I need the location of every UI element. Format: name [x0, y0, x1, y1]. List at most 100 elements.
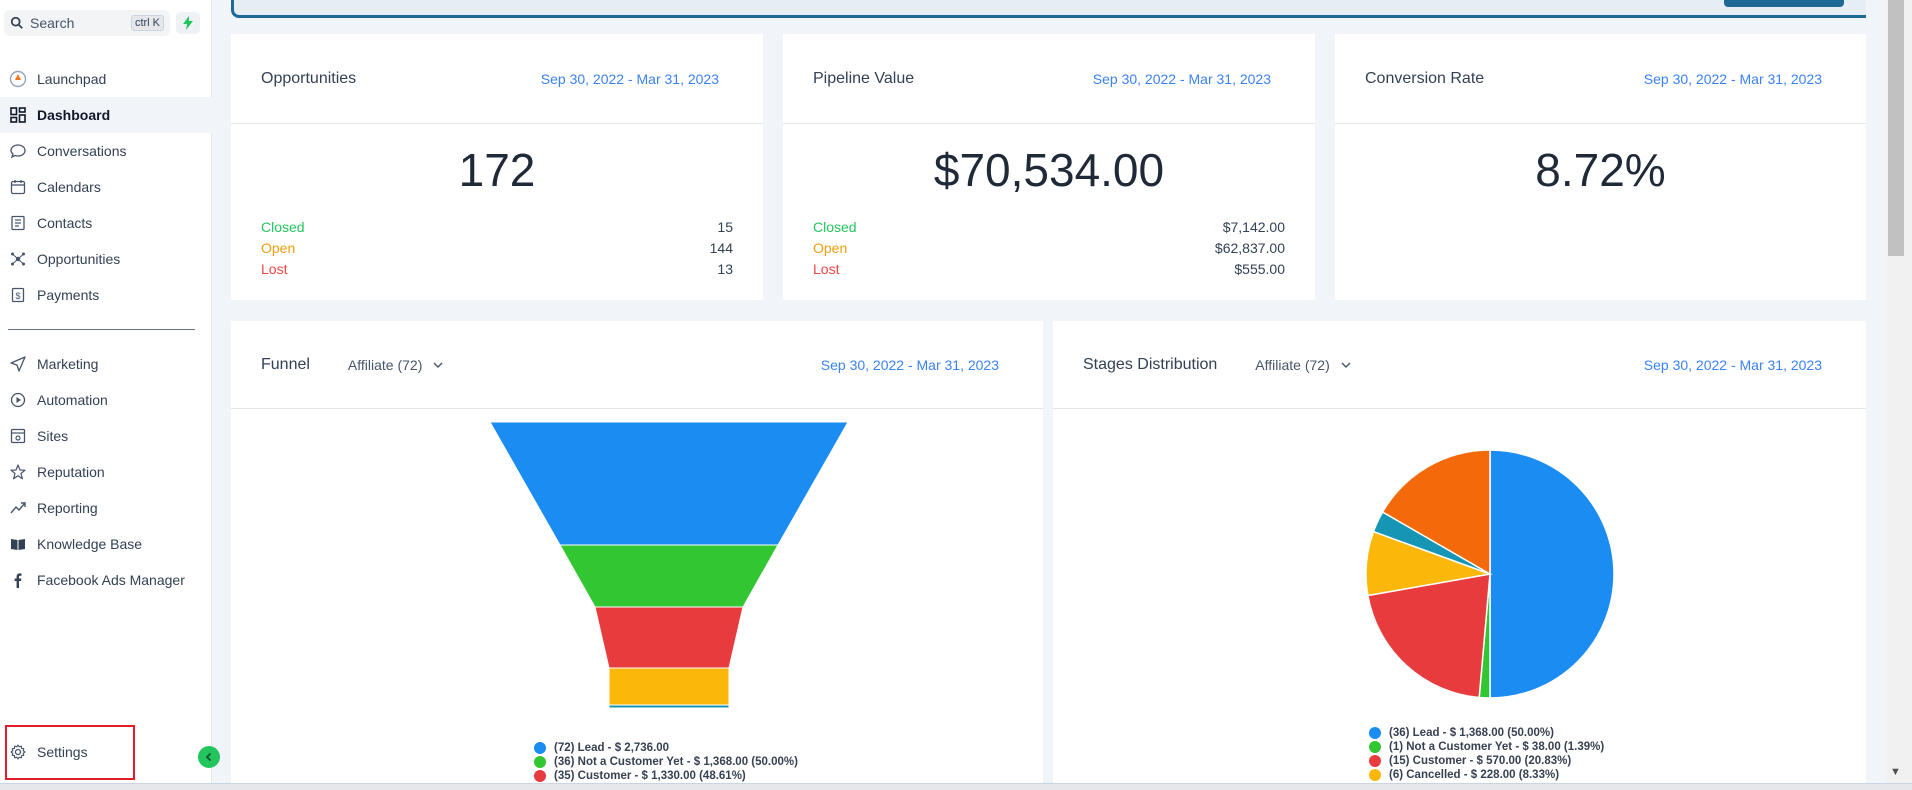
date-range-link[interactable]: Sep 30, 2022 - Mar 31, 2023 [820, 356, 999, 373]
legend-item: (72) Lead - $ 2,736.00 [534, 741, 798, 755]
sidebar-item-label: Sites [37, 428, 69, 444]
funnel-stage [608, 704, 730, 709]
stat-value: 144 [709, 240, 733, 256]
funnel-chart [489, 421, 849, 709]
nav-secondary: Marketing Automation Sites Reputation Re… [0, 346, 212, 598]
stat-row-closed: Closed $7,142.00 [813, 219, 1285, 240]
legend-label: (72) Lead - $ 2,736.00 [554, 742, 670, 754]
sidebar-item-label: Calendars [37, 179, 101, 195]
card-title: Opportunities [261, 69, 357, 87]
legend-label: (35) Customer - $ 1,330.00 (48.61%) [554, 770, 746, 782]
sidebar-item-label: Automation [37, 392, 108, 408]
sidebar-item-facebook-ads-manager[interactable]: Facebook Ads Manager [0, 562, 212, 598]
search-label: Search [30, 15, 75, 31]
sidebar-item-reporting[interactable]: Reporting [0, 490, 212, 526]
legend-label: (6) Cancelled - $ 228.00 (8.33%) [1389, 769, 1560, 781]
legend-dot [534, 770, 546, 782]
sidebar-item-reputation[interactable]: Reputation [0, 454, 212, 490]
opportunities-stats: Closed 15 Open 144 Lost 13 [261, 219, 733, 282]
funnel-stage [489, 421, 849, 546]
sidebar-item-contacts[interactable]: Contacts [0, 205, 212, 241]
pipeline-filter-dropdown[interactable]: Affiliate (72) [1255, 357, 1351, 373]
scrollbar-thumb[interactable] [1888, 0, 1904, 256]
legend-label: (15) Customer - $ 570.00 (20.83%) [1389, 755, 1572, 767]
funnel-stage [608, 667, 730, 706]
legend-dot [1369, 755, 1381, 767]
sidebar-item-conversations[interactable]: Conversations [0, 133, 212, 169]
top-banner [231, 0, 1866, 18]
sidebar-item-label: Launchpad [37, 71, 107, 87]
sidebar-item-payments[interactable]: $ Payments [0, 277, 212, 313]
date-range-link[interactable]: Sep 30, 2022 - Mar 31, 2023 [1643, 70, 1822, 87]
send-icon [8, 354, 28, 374]
legend-dot [1369, 741, 1381, 753]
stat-row-closed: Closed 15 [261, 219, 733, 240]
scroll-down-arrow-icon[interactable]: ▼ [1890, 766, 1901, 778]
legend-item: (15) Customer - $ 570.00 (20.83%) [1369, 754, 1604, 768]
stat-row-open: Open 144 [261, 240, 733, 261]
funnel-card: Funnel Affiliate (72) Sep 30, 2022 - Mar… [231, 321, 1043, 790]
dashboard-icon [8, 105, 28, 125]
launchpad-icon [8, 69, 28, 89]
chevron-down-icon [433, 362, 443, 368]
sidebar-item-knowledge-base[interactable]: Knowledge Base [0, 526, 212, 562]
gear-icon [8, 742, 28, 762]
legend-item: (1) Not a Customer Yet - $ 38.00 (1.39%) [1369, 740, 1604, 754]
chevron-down-icon [1341, 362, 1351, 368]
legend-item: (36) Not a Customer Yet - $ 1,368.00 (50… [534, 755, 798, 769]
card-title: Conversion Rate [1365, 69, 1485, 87]
sidebar-item-label: Dashboard [37, 107, 111, 123]
sidebar-item-automation[interactable]: Automation [0, 382, 212, 418]
collapse-sidebar-button[interactable] [198, 746, 220, 768]
stages-card: Stages Distribution Affiliate (72) Sep 3… [1053, 321, 1866, 790]
funnel-stage [594, 606, 744, 669]
legend-item: (35) Customer - $ 1,330.00 (48.61%) [534, 769, 798, 783]
sidebar-item-opportunities[interactable]: Opportunities [0, 241, 212, 277]
sidebar-item-settings[interactable]: Settings [8, 734, 88, 770]
sidebar-item-label: Knowledge Base [37, 536, 143, 552]
sidebar-item-label: Facebook Ads Manager [37, 572, 185, 588]
search-shortcut: ctrl K [130, 15, 164, 31]
sidebar-item-dashboard[interactable]: Dashboard [0, 97, 212, 133]
conversion-card: Conversion Rate Sep 30, 2022 - Mar 31, 2… [1335, 34, 1866, 300]
star-icon [8, 462, 28, 482]
stat-value: $7,142.00 [1222, 219, 1285, 235]
legend-item: (6) Cancelled - $ 228.00 (8.33%) [1369, 768, 1604, 782]
sidebar-item-label: Reporting [37, 500, 98, 516]
pipeline-stats: Closed $7,142.00 Open $62,837.00 Lost $555.… [813, 219, 1285, 282]
facebook-icon [8, 570, 28, 590]
nav-main: Launchpad Dashboard Conversations Calend… [0, 61, 212, 313]
sidebar-item-marketing[interactable]: Marketing [0, 346, 212, 382]
sidebar-item-sites[interactable]: Sites [0, 418, 212, 454]
stat-label: Open [813, 240, 848, 256]
stat-value: 13 [717, 261, 733, 277]
legend-dot [534, 756, 546, 768]
quick-action-button[interactable] [176, 12, 200, 34]
date-range-link[interactable]: Sep 30, 2022 - Mar 31, 2023 [1092, 70, 1271, 87]
stat-label: Lost [813, 261, 840, 277]
banner-button[interactable] [1724, 0, 1844, 7]
sidebar-item-label: Reputation [37, 464, 105, 480]
stat-value: 15 [717, 219, 733, 235]
sidebar-item-label: Payments [37, 287, 100, 303]
date-range-link[interactable]: Sep 30, 2022 - Mar 31, 2023 [1643, 356, 1822, 373]
stat-value: $62,837.00 [1214, 240, 1285, 256]
legend-label: (1) Not a Customer Yet - $ 38.00 (1.39%) [1389, 741, 1605, 753]
automation-icon [8, 390, 28, 410]
sidebar-item-launchpad[interactable]: Launchpad [0, 61, 212, 97]
opportunities-card: Opportunities Sep 30, 2022 - Mar 31, 202… [231, 34, 763, 300]
pipeline-card: Pipeline Value Sep 30, 2022 - Mar 31, 20… [783, 34, 1315, 300]
svg-text:$: $ [15, 291, 20, 301]
stat-label: Closed [261, 219, 305, 235]
pie-slice [1381, 449, 1491, 576]
funnel-stage [559, 544, 779, 608]
pipeline-filter-dropdown[interactable]: Affiliate (72) [348, 357, 444, 373]
sidebar-item-calendars[interactable]: Calendars [0, 169, 212, 205]
search-box[interactable]: Search ctrl K [4, 10, 170, 36]
dropdown-value: Affiliate (72) [347, 356, 423, 373]
sidebar-item-label: Conversations [37, 143, 127, 159]
sidebar-item-label: Marketing [37, 356, 99, 372]
sites-icon [8, 426, 28, 446]
pie-slice [1367, 573, 1491, 699]
date-range-link[interactable]: Sep 30, 2022 - Mar 31, 2023 [540, 70, 719, 87]
